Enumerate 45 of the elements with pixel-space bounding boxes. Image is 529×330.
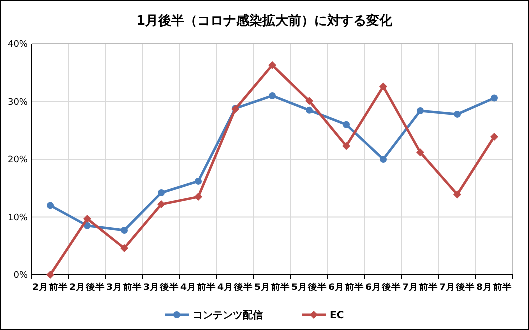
- legend-label: コンテンツ配信: [193, 310, 263, 322]
- x-tick-label: 7月後半: [440, 282, 476, 293]
- point: [158, 189, 165, 196]
- x-tick-label: 2月前半: [32, 282, 68, 293]
- point: [380, 82, 388, 91]
- point: [454, 190, 462, 199]
- point: [417, 107, 424, 114]
- point: [343, 121, 350, 128]
- x-tick-label: 5月前半: [254, 282, 290, 293]
- x-tick-label: 5月後半: [292, 282, 328, 293]
- y-tick-label: 0%: [14, 271, 28, 282]
- point: [380, 156, 387, 163]
- point: [454, 110, 461, 118]
- point: [268, 61, 276, 70]
- x-tick-label: 4月後半: [218, 282, 254, 293]
- point: [416, 148, 424, 157]
- y-tick-label: 30%: [8, 98, 28, 108]
- x-tick-label: 6月前半: [328, 282, 364, 293]
- x-tick-label: 3月後半: [144, 282, 180, 293]
- y-tick-label: 20%: [8, 156, 28, 166]
- point: [490, 132, 498, 141]
- x-tick-label: 6月後半: [366, 282, 402, 293]
- point: [195, 178, 202, 185]
- y-tick-label: 10%: [8, 213, 28, 224]
- x-tick-label: 2月後半: [70, 282, 106, 293]
- point: [306, 97, 314, 106]
- x-tick-label: 4月前半: [180, 282, 216, 293]
- point: [47, 202, 54, 210]
- point: [306, 106, 313, 114]
- y-tick-label: 40%: [8, 40, 28, 50]
- point: [269, 92, 276, 100]
- point: [194, 193, 202, 202]
- point: [491, 94, 498, 102]
- point: [84, 214, 92, 223]
- chart-title: 1月後半（コロナ感染拡大前）に対する変化: [136, 13, 394, 29]
- x-tick-label: 3月前半: [106, 282, 142, 293]
- point: [158, 200, 166, 209]
- point: [120, 244, 128, 252]
- point: [121, 227, 128, 234]
- point: [342, 142, 350, 150]
- x-tick-label: 8月前半: [476, 282, 512, 293]
- x-tick-label: 7月前半: [402, 282, 438, 293]
- legend-label: EC: [330, 310, 344, 322]
- point: [46, 271, 54, 279]
- point: [84, 222, 91, 230]
